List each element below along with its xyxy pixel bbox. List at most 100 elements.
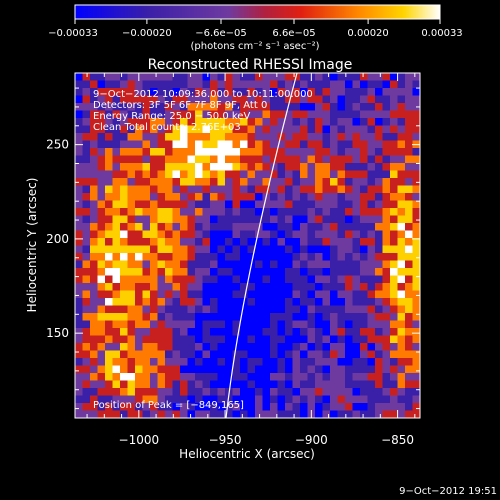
- heatmap-cell: [285, 350, 294, 359]
- heatmap-cell: [412, 275, 420, 284]
- heatmap-cell: [127, 275, 136, 284]
- heatmap-cell: [150, 343, 159, 352]
- heatmap-cell: [210, 245, 219, 254]
- heatmap-cell: [142, 178, 151, 187]
- heatmap-cell: [195, 170, 204, 179]
- heatmap-cell: [390, 373, 399, 382]
- heatmap-cell: [262, 388, 271, 397]
- heatmap-cell: [322, 118, 331, 127]
- heatmap-cell: [127, 260, 136, 269]
- heatmap-cell: [360, 388, 369, 397]
- heatmap-cell: [217, 283, 226, 292]
- heatmap-cell: [202, 358, 211, 367]
- heatmap-cell: [202, 155, 211, 164]
- heatmap-cell: [337, 155, 346, 164]
- heatmap-cell: [97, 193, 106, 202]
- heatmap-cell: [375, 133, 384, 142]
- heatmap-cell: [105, 260, 114, 269]
- heatmap-cell: [217, 320, 226, 329]
- heatmap-cell: [330, 313, 339, 322]
- heatmap-cell: [412, 193, 420, 202]
- heatmap-cell: [262, 88, 271, 97]
- heatmap-cell: [322, 215, 331, 224]
- heatmap-cell: [270, 410, 279, 418]
- heatmap-cell: [330, 328, 339, 337]
- heatmap-cell: [300, 223, 309, 232]
- heatmap-cell: [225, 125, 234, 134]
- heatmap-cell: [307, 343, 316, 352]
- heatmap-cell: [300, 410, 309, 418]
- heatmap-cell: [165, 103, 174, 112]
- heatmap-cell: [210, 223, 219, 232]
- heatmap-cell: [255, 395, 264, 404]
- heatmap-cell: [345, 200, 354, 209]
- heatmap-cell: [405, 253, 414, 262]
- heatmap-cell: [330, 305, 339, 314]
- heatmap-cell: [390, 88, 399, 97]
- heatmap-cell: [285, 388, 294, 397]
- heatmap-cell: [277, 365, 286, 374]
- heatmap-cell: [247, 140, 256, 149]
- heatmap-cell: [187, 148, 196, 157]
- heatmap-cell: [330, 373, 339, 382]
- heatmap-cell: [292, 268, 301, 277]
- heatmap-cell: [412, 118, 420, 127]
- heatmap-cell: [375, 298, 384, 307]
- heatmap-cell: [330, 335, 339, 344]
- heatmap-cell: [195, 140, 204, 149]
- heatmap-cell: [315, 358, 324, 367]
- heatmap-cell: [225, 133, 234, 142]
- heatmap-cell: [382, 185, 391, 194]
- heatmap-cell: [277, 95, 286, 104]
- heatmap-cell: [322, 380, 331, 389]
- heatmap-cell: [157, 283, 166, 292]
- heatmap-cell: [195, 200, 204, 209]
- heatmap-cell: [315, 380, 324, 389]
- heatmap-cell: [150, 320, 159, 329]
- heatmap-cell: [180, 365, 189, 374]
- heatmap-cell: [75, 133, 84, 142]
- heatmap-cell: [292, 193, 301, 202]
- heatmap-cell: [352, 268, 361, 277]
- heatmap-cell: [105, 395, 114, 404]
- heatmap-cell: [397, 253, 406, 262]
- heatmap-cell: [135, 103, 144, 112]
- heatmap-cell: [202, 238, 211, 247]
- heatmap-cell: [112, 290, 121, 299]
- heatmap-cell: [90, 193, 99, 202]
- heatmap-cell: [187, 73, 196, 82]
- heatmap-cell: [277, 163, 286, 172]
- heatmap-cell: [397, 80, 406, 89]
- heatmap-cell: [345, 320, 354, 329]
- heatmap-cell: [375, 193, 384, 202]
- heatmap-cell: [157, 290, 166, 299]
- heatmap-cell: [247, 193, 256, 202]
- heatmap-cell: [345, 268, 354, 277]
- heatmap-cell: [330, 320, 339, 329]
- heatmap-cell: [337, 268, 346, 277]
- heatmap-cell: [277, 283, 286, 292]
- heatmap-cell: [202, 185, 211, 194]
- heatmap-cell: [180, 88, 189, 97]
- heatmap-cell: [322, 155, 331, 164]
- heatmap-cell: [142, 380, 151, 389]
- heatmap-cell: [285, 103, 294, 112]
- heatmap-cell: [285, 290, 294, 299]
- heatmap-cell: [232, 88, 241, 97]
- heatmap-cell: [397, 223, 406, 232]
- heatmap-cell: [390, 305, 399, 314]
- heatmap-cell: [360, 73, 369, 82]
- heatmap-cell: [397, 133, 406, 142]
- heatmap-cell: [172, 283, 181, 292]
- heatmap-cell: [330, 388, 339, 397]
- heatmap-cell: [150, 238, 159, 247]
- heatmap-cell: [180, 133, 189, 142]
- heatmap-cell: [277, 200, 286, 209]
- heatmap-cell: [285, 298, 294, 307]
- heatmap-cell: [277, 380, 286, 389]
- heatmap-cell: [270, 275, 279, 284]
- heatmap-cell: [262, 148, 271, 157]
- heatmap-cell: [270, 103, 279, 112]
- heatmap-cell: [315, 403, 324, 412]
- heatmap-cell: [337, 328, 346, 337]
